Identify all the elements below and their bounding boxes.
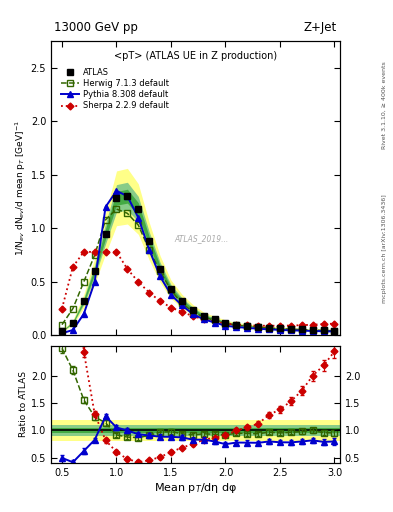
Y-axis label: 1/N$_{ev}$ dN$_{ev}$/d mean p$_T$ [GeV]$^{-1}$: 1/N$_{ev}$ dN$_{ev}$/d mean p$_T$ [GeV]$… — [13, 120, 28, 256]
Text: 13000 GeV pp: 13000 GeV pp — [54, 20, 138, 34]
Text: ATLAS_2019...: ATLAS_2019... — [174, 233, 228, 243]
Legend: ATLAS, Herwig 7.1.3 default, Pythia 8.308 default, Sherpa 2.2.9 default: ATLAS, Herwig 7.1.3 default, Pythia 8.30… — [58, 66, 172, 113]
Y-axis label: Ratio to ATLAS: Ratio to ATLAS — [19, 372, 28, 437]
Text: <pT> (ATLAS UE in Z production): <pT> (ATLAS UE in Z production) — [114, 51, 277, 61]
Text: mcplots.cern.ch [arXiv:1306.3436]: mcplots.cern.ch [arXiv:1306.3436] — [382, 195, 387, 303]
Bar — [51, 428, 340, 433]
Text: Rivet 3.1.10, ≥ 400k events: Rivet 3.1.10, ≥ 400k events — [382, 61, 387, 149]
Bar — [51, 419, 340, 441]
Text: Z+Jet: Z+Jet — [304, 20, 337, 34]
X-axis label: Mean p$_T$/dη dφ: Mean p$_T$/dη dφ — [154, 481, 237, 495]
Bar — [51, 425, 340, 436]
